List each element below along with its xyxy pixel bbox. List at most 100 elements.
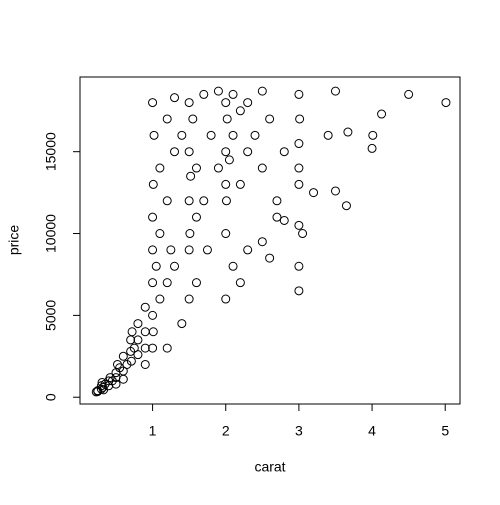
point: [126, 335, 136, 345]
point: [235, 179, 245, 189]
point: [148, 98, 158, 108]
point: [133, 335, 143, 345]
point: [170, 147, 180, 157]
point: [155, 163, 165, 173]
point: [184, 294, 194, 304]
point: [213, 163, 223, 173]
point: [235, 278, 245, 288]
point: [191, 278, 201, 288]
point: [294, 89, 304, 99]
point: [140, 343, 150, 353]
point: [199, 196, 209, 206]
point: [272, 212, 282, 222]
point: [309, 188, 319, 198]
point: [228, 130, 238, 140]
x-tick-label: 1: [149, 423, 157, 439]
point: [243, 98, 253, 108]
point: [151, 261, 161, 271]
point: [235, 106, 245, 116]
x-tick-label: 2: [222, 423, 230, 439]
point: [199, 89, 209, 99]
point: [294, 220, 304, 230]
point: [170, 261, 180, 271]
point: [188, 114, 198, 124]
point: [148, 179, 158, 189]
point: [162, 196, 172, 206]
point: [294, 163, 304, 173]
point: [184, 196, 194, 206]
point: [368, 130, 378, 140]
point: [118, 374, 128, 384]
point: [155, 294, 165, 304]
y-tick-label: 0: [43, 393, 59, 401]
point: [257, 86, 267, 96]
y-tick-label: 15000: [43, 132, 59, 171]
point: [250, 130, 260, 140]
point: [191, 212, 201, 222]
point: [222, 114, 232, 124]
point: [330, 86, 340, 96]
point: [298, 229, 308, 239]
point: [177, 130, 187, 140]
point: [148, 343, 158, 353]
point: [140, 359, 150, 369]
point: [221, 147, 231, 157]
point: [341, 201, 351, 211]
point: [148, 310, 158, 320]
point: [272, 196, 282, 206]
point: [221, 179, 231, 189]
point: [265, 253, 275, 263]
point: [111, 379, 121, 389]
point: [93, 386, 103, 396]
point: [170, 93, 180, 103]
point: [140, 302, 150, 312]
point: [377, 109, 387, 119]
point: [367, 143, 377, 153]
point: [126, 356, 136, 366]
y-axis-label: price: [6, 225, 22, 256]
point: [213, 86, 223, 96]
point: [155, 229, 165, 239]
point: [186, 171, 196, 181]
point: [228, 89, 238, 99]
point: [127, 327, 137, 337]
point: [279, 147, 289, 157]
point: [265, 114, 275, 124]
x-axis-label: carat: [254, 459, 285, 475]
point: [149, 130, 159, 140]
point: [118, 351, 128, 361]
point: [330, 186, 340, 196]
point: [221, 229, 231, 239]
point: [294, 139, 304, 149]
point: [221, 294, 231, 304]
point: [99, 385, 109, 395]
point: [148, 245, 158, 255]
x-tick-label: 5: [441, 423, 449, 439]
point: [133, 319, 143, 329]
point: [323, 130, 333, 140]
point: [243, 147, 253, 157]
point: [148, 212, 158, 222]
point: [162, 114, 172, 124]
point: [441, 98, 451, 108]
point: [191, 163, 201, 173]
point: [166, 245, 176, 255]
point: [228, 261, 238, 271]
point: [404, 89, 414, 99]
plot-frame: [79, 76, 461, 405]
point: [221, 98, 231, 108]
point: [148, 327, 158, 337]
point: [221, 196, 231, 206]
point: [148, 278, 158, 288]
y-tick-label: 5000: [43, 300, 59, 331]
point: [257, 163, 267, 173]
point: [162, 343, 172, 353]
point: [294, 179, 304, 189]
point: [294, 286, 304, 296]
point: [185, 229, 195, 239]
point: [140, 327, 150, 337]
point: [295, 114, 305, 124]
point: [206, 130, 216, 140]
y-tick-label: 10000: [43, 214, 59, 253]
